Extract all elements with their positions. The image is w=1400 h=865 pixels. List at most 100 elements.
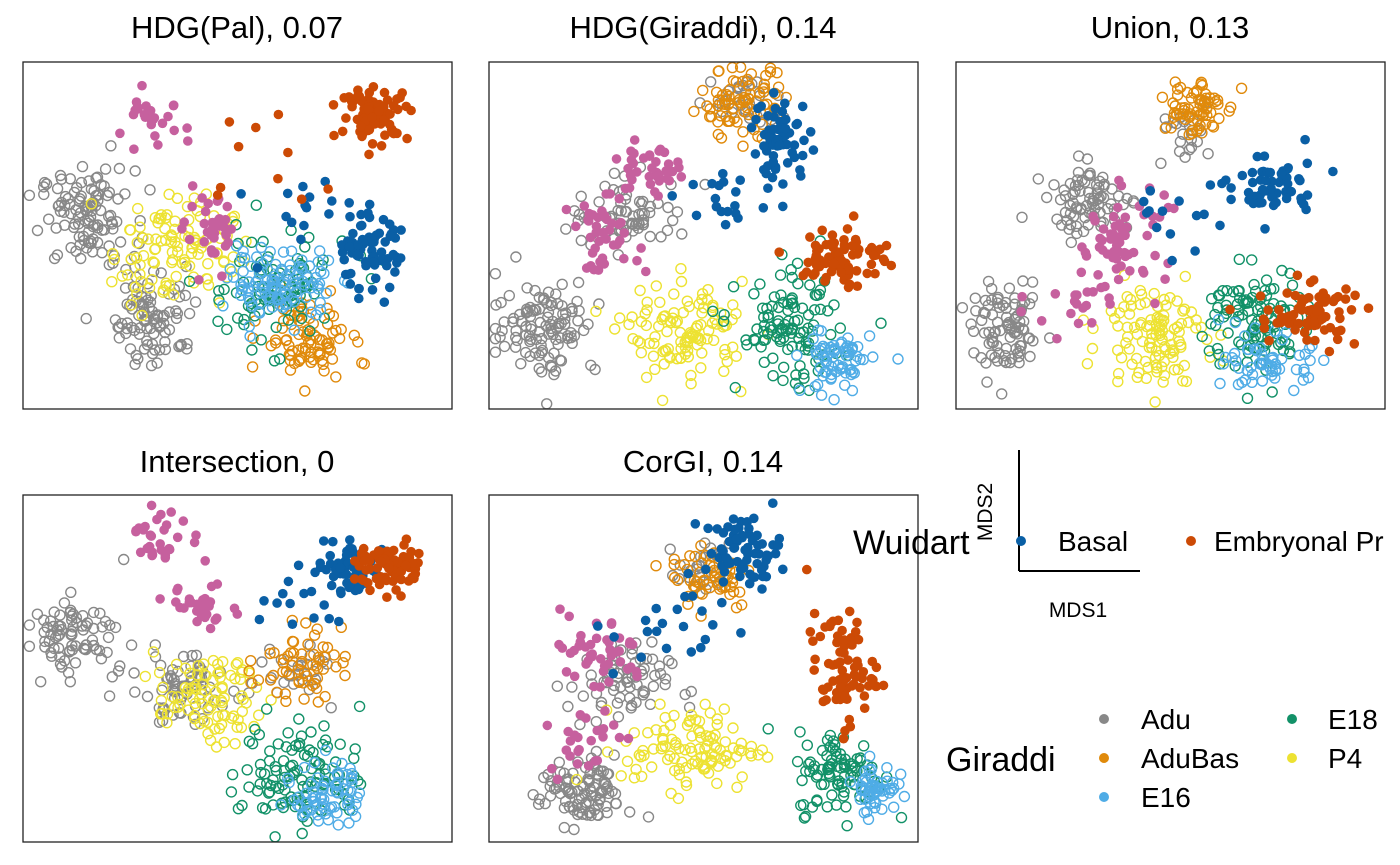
scatter-point [65,614,78,626]
scatter-point [554,332,567,344]
scatter-point [768,88,779,98]
scatter-point [261,703,273,715]
scatter-point [834,322,846,334]
scatter-point [268,355,281,367]
scatter-point [269,258,282,271]
scatter-point [719,755,731,767]
scatter-point [595,654,606,664]
scatter-point [137,249,150,262]
scatter-point [313,277,326,290]
scatter-point [608,167,621,180]
scatter-point [50,222,62,234]
scatter-point [642,626,653,637]
scatter-point [552,297,564,310]
scatter-point [125,299,138,311]
scatter-point [237,245,249,258]
scatter-point [608,720,619,730]
scatter-point [611,154,622,164]
scatter-point [614,193,625,204]
scatter-point [817,340,829,352]
scatter-point [116,270,129,282]
scatter-point [825,373,837,385]
scatter-point [825,328,837,341]
scatter-point [898,790,911,803]
scatter-point [782,158,793,168]
scatter-point [64,173,77,185]
scatter-point [1115,352,1128,364]
scatter-point [312,256,324,268]
scatter-point [240,235,252,248]
scatter-point [1181,86,1194,99]
scatter-point [344,762,356,774]
scatter-point [649,669,661,682]
scatter-point [337,657,349,669]
scatter-point [293,560,304,571]
scatter-point [114,660,126,672]
scatter-point [224,117,235,127]
scatter-point [114,236,127,248]
scatter-point [1097,171,1109,184]
scatter-point [140,521,150,532]
scatter-point [341,768,353,781]
scatter-point [157,702,170,714]
scatter-point [676,228,688,240]
scatter-point [727,281,740,293]
scatter-point [840,691,850,701]
scatter-point [694,97,706,109]
scatter-point [376,556,386,567]
scatter-point [298,761,311,774]
scatter-panel-intersection [23,500,424,843]
scatter-point [696,293,708,306]
scatter-point [609,323,621,335]
scatter-point [314,791,327,803]
scatter-point [215,182,226,193]
scatter-point [328,100,339,110]
scatter-point [1267,298,1280,310]
scatter-point [994,324,1006,337]
scatter-point [311,672,324,684]
scatter-point [583,761,594,771]
scatter-point [196,611,207,621]
scatter-point [1026,276,1039,288]
scatter-point [1081,251,1092,261]
scatter-point [761,751,774,763]
scatter-point [189,697,202,710]
scatter-point [821,695,831,705]
scatter-point [673,769,685,781]
scatter-point [830,799,843,811]
scatter-point [685,378,697,390]
scatter-point [863,330,876,342]
scatter-point [1249,343,1261,355]
scatter-point [641,296,653,308]
scatter-point [700,730,712,742]
scatter-point [146,531,157,541]
scatter-point [1113,202,1123,213]
scatter-point [1163,330,1175,342]
scatter-point [264,745,276,757]
scatter-point [815,389,828,401]
legend-giraddi-e16-swatch [1099,792,1109,802]
scatter-point [561,667,572,677]
scatter-point [774,140,785,151]
scatter-point [272,598,282,608]
scatter-point [867,677,878,687]
scatter-point [187,181,198,191]
scatter-point [589,681,599,692]
scatter-point [662,201,674,214]
scatter-point [1084,167,1096,179]
scatter-point [792,278,804,290]
scatter-point [1239,330,1251,342]
scatter-point [1247,177,1258,188]
scatter-point [675,336,687,348]
scatter-point [155,594,165,604]
scatter-point [1167,255,1177,266]
scatter-point [312,696,324,708]
scatter-point [786,322,799,334]
scatter-point [1312,306,1322,317]
scatter-point [710,193,721,204]
legend-giraddi-e18-swatch [1287,714,1297,724]
scatter-point [614,732,625,743]
scatter-point [540,297,553,309]
scatter-point [226,768,239,781]
scatter-point [668,307,680,319]
